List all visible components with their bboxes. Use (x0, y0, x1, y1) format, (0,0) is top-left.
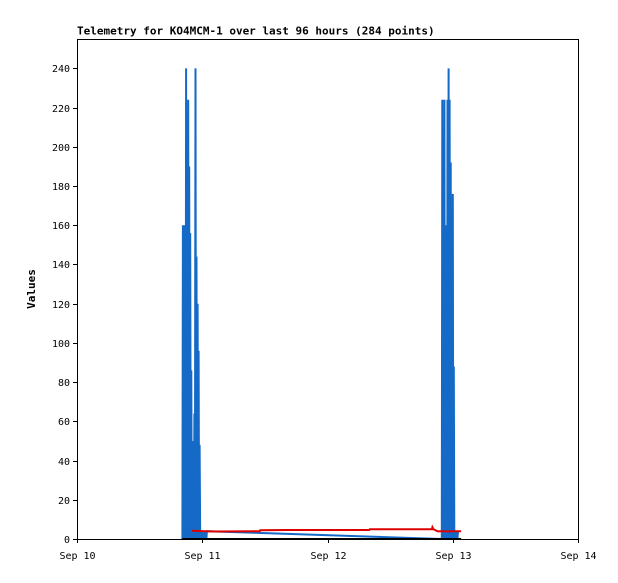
y-tick-label: 20 (58, 496, 70, 507)
series-group (181, 68, 462, 541)
y-tick-label: 100 (52, 339, 70, 350)
x-tick-label: Sep 12 (310, 551, 346, 562)
x-tick-label: Sep 11 (184, 551, 220, 562)
chart-title: Telemetry for KO4MCM-1 over last 96 hour… (77, 25, 435, 38)
y-tick-label: 120 (52, 300, 70, 311)
y-tick-label: 180 (52, 182, 70, 193)
ticks-group: 0 20 40 60 80 100 120 140 160 180 200 220 240 Sep 10 S… (52, 64, 597, 562)
axes-group (77, 39, 579, 540)
plot-frame (77, 39, 579, 540)
y-tick-label: 140 (52, 260, 70, 271)
y-tick-label: 200 (52, 143, 70, 154)
series-line-2 (191, 524, 462, 533)
x-tick-label: Sep 14 (560, 551, 596, 562)
x-tick-label: Sep 13 (435, 551, 471, 562)
y-tick-label: 160 (52, 221, 70, 232)
series-line-1 (181, 68, 459, 541)
x-tick-label: Sep 10 (59, 551, 95, 562)
y-tick-label: 60 (58, 417, 70, 428)
y-axis-label: Values (25, 269, 38, 309)
y-tick-label: 220 (52, 104, 70, 115)
y-tick-label: 80 (58, 378, 70, 389)
y-tick-label: 240 (52, 64, 70, 75)
y-tick-label: 40 (58, 457, 70, 468)
y-tick-label: 0 (64, 535, 70, 546)
